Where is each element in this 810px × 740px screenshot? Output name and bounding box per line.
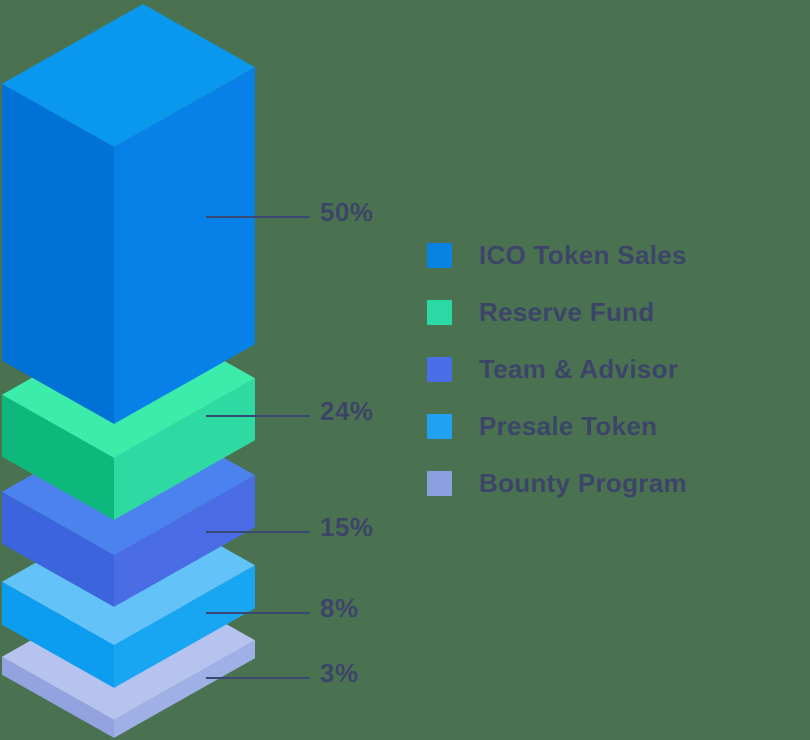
legend-item-bounty-program: Bounty Program [427,468,687,498]
legend-item-reserve-fund: Reserve Fund [427,297,687,327]
percent-label-bounty-program: 3% [320,658,359,688]
legend-item-label: Team & Advisor [479,354,679,384]
legend-item-presale-token: Presale Token [427,411,687,441]
legend-color-swatch [427,414,452,439]
legend-item-team-advisor: Team & Advisor [427,354,687,384]
legend: ICO Token Sales Reserve Fund Team & Advi… [427,240,687,498]
legend-color-swatch [427,300,452,325]
legend-item-label: ICO Token Sales [479,240,687,270]
box-ico-token-sales-right-face [114,67,255,424]
percent-label-presale-token: 8% [320,593,359,623]
legend-item-label: Bounty Program [479,468,687,498]
percent-label-reserve-fund: 24% [320,396,374,426]
percent-label-team-advisor: 15% [320,512,374,542]
box-reserve-fund-left-face [2,394,114,520]
box-bounty-program-left-face [2,656,114,738]
percent-label-ico-token-sales: 50% [320,197,374,227]
box-team-advisor-right-face [114,475,255,607]
legend-color-swatch [427,243,452,268]
box-team-advisor-left-face [2,491,114,607]
legend-item-label: Presale Token [479,411,658,441]
box-bounty-program-right-face [114,640,255,738]
legend-color-swatch [427,471,452,496]
box-presale-token-right-face [114,565,255,688]
legend-item-ico-token-sales: ICO Token Sales [427,240,687,270]
box-ico-token-sales-top-face [2,4,255,147]
legend-item-label: Reserve Fund [479,297,655,327]
legend-color-swatch [427,357,452,382]
box-reserve-fund-right-face [114,378,255,520]
box-presale-token-left-face [2,581,114,688]
box-ico-token-sales-left-face [2,83,114,424]
